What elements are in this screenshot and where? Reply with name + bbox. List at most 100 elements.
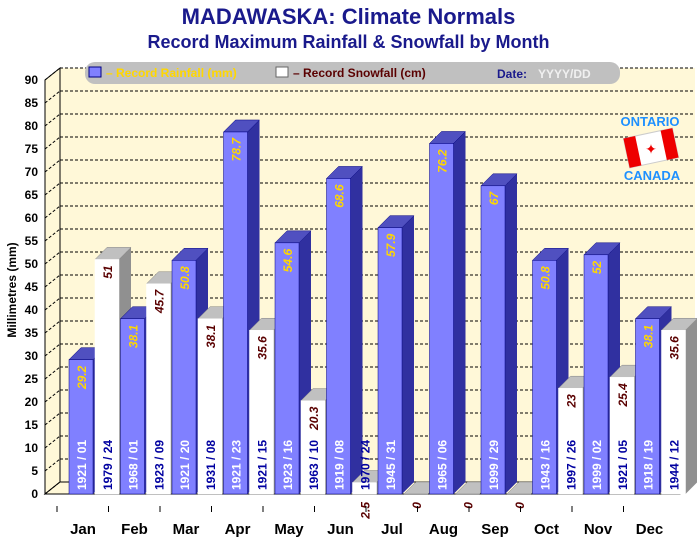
data-label: 38.1 [642, 324, 656, 348]
rainfall-bar [223, 131, 248, 495]
y-tick-label: 40 [25, 303, 39, 317]
date-label: 1970 / 24 [359, 440, 373, 490]
data-label: 50.8 [178, 266, 192, 290]
data-label: 67 [487, 190, 501, 205]
rainfall-bar [377, 227, 403, 495]
gridline-side [44, 205, 61, 219]
gridline-side [44, 136, 61, 150]
data-label: 20.3 [307, 406, 321, 431]
x-tick-label: Oct [534, 521, 559, 538]
y-tick-label: 60 [25, 211, 39, 225]
data-label: 35.6 [668, 336, 682, 360]
rainfall-bar [120, 318, 145, 495]
data-label: 51 [101, 265, 115, 279]
rainfall-bar [429, 143, 454, 495]
legend-date-format: YYYY/DD [538, 67, 591, 81]
date-label: 1943 / 16 [539, 440, 553, 490]
x-tick-label: Sep [481, 521, 509, 538]
date-label: 1921 / 15 [256, 440, 270, 490]
x-tick-label: Jan [70, 521, 96, 538]
date-label: 1919 / 08 [333, 440, 347, 490]
data-label: 23 [565, 394, 579, 409]
gridline-side [44, 412, 61, 426]
data-label: 29.2 [75, 365, 89, 390]
snowfall-bar [661, 329, 686, 495]
data-label: 52 [590, 260, 604, 274]
x-tick-label: Jul [381, 521, 403, 538]
gridline-side [44, 251, 61, 265]
y-tick-label: 55 [25, 234, 39, 248]
chart-subtitle: Record Maximum Rainfall & Snowfall by Mo… [147, 32, 550, 52]
y-tick-label: 45 [25, 280, 39, 294]
rainfall-bar [68, 359, 94, 495]
date-label: 1945 / 31 [384, 440, 398, 490]
y-tick-label: 35 [25, 326, 39, 340]
rainfall-bar [274, 242, 300, 495]
gridline-side [44, 343, 61, 357]
legend-rain: – Record Rainfall (mm) [106, 66, 237, 80]
date-label: 1963 / 10 [307, 440, 321, 490]
x-tick-label: Mar [173, 521, 200, 538]
x-tick-label: Apr [225, 521, 251, 538]
gridline-side [44, 67, 61, 81]
rainfall-bar [583, 254, 609, 495]
gridline-side [44, 481, 61, 495]
gridline-side [44, 90, 61, 104]
y-tick-label: 20 [25, 395, 39, 409]
gridline-side [44, 274, 61, 288]
date-label: 1999 / 29 [487, 440, 501, 490]
y-tick-label: 5 [31, 464, 38, 478]
y-tick-label: 0 [31, 487, 38, 501]
data-label: 78.7 [230, 137, 244, 162]
snowfall-bar [94, 259, 120, 495]
y-tick-label: 30 [25, 349, 39, 363]
data-label: 45.7 [153, 288, 167, 314]
bar-side [350, 166, 363, 494]
gridline-side [44, 458, 61, 472]
x-tick-label: May [274, 521, 304, 538]
y-tick-label: 50 [25, 257, 39, 271]
date-label: 1921 / 05 [616, 440, 630, 490]
data-label: 35.6 [256, 336, 270, 360]
logo-canada: CANADA [624, 168, 681, 183]
data-label: 68.6 [333, 184, 347, 208]
rainfall-bar [635, 318, 660, 495]
x-tick-label: Dec [636, 521, 664, 538]
date-label: 1968 / 01 [127, 440, 141, 490]
data-label: 76.2 [436, 149, 450, 173]
x-tick-label: Jun [327, 521, 354, 538]
snowfall-bar [352, 482, 377, 495]
gridline-side [44, 389, 61, 403]
gridline-side [44, 320, 61, 334]
logo-ontario: ONTARIO [621, 114, 680, 129]
rainfall-bar [532, 260, 557, 495]
date-label: 1979 / 24 [101, 440, 115, 490]
x-tick-label: Aug [429, 521, 458, 538]
data-label: 54.6 [281, 249, 295, 273]
bar-side [453, 131, 466, 495]
y-tick-label: 25 [25, 372, 39, 386]
date-label: 1923 / 09 [153, 440, 167, 490]
gridline-side [44, 366, 61, 380]
snowfall-bar [197, 318, 223, 495]
rainfall-bar [171, 260, 197, 495]
y-tick-label: 10 [25, 441, 39, 455]
snowfall-bar [300, 400, 326, 495]
snowfall-bar [249, 329, 274, 495]
legend-date-label: Date: [497, 67, 527, 81]
legend [85, 62, 620, 84]
gridline-side [44, 435, 61, 449]
y-tick-label: 85 [25, 96, 39, 110]
data-label: 38.1 [204, 324, 218, 348]
date-label: 1921 / 20 [178, 440, 192, 490]
side-wall [44, 66, 61, 496]
y-axis-label: Millimetres (mm) [5, 242, 19, 337]
gridline-side [44, 297, 61, 311]
maple-leaf-icon: ✦ [645, 141, 657, 157]
date-label: 1944 / 12 [668, 440, 682, 490]
gridline-side [44, 159, 61, 173]
data-label: 57.9 [384, 233, 398, 257]
snowfall-bar [146, 283, 171, 495]
y-tick-label: 70 [25, 165, 39, 179]
snowfall-bar [558, 387, 583, 495]
